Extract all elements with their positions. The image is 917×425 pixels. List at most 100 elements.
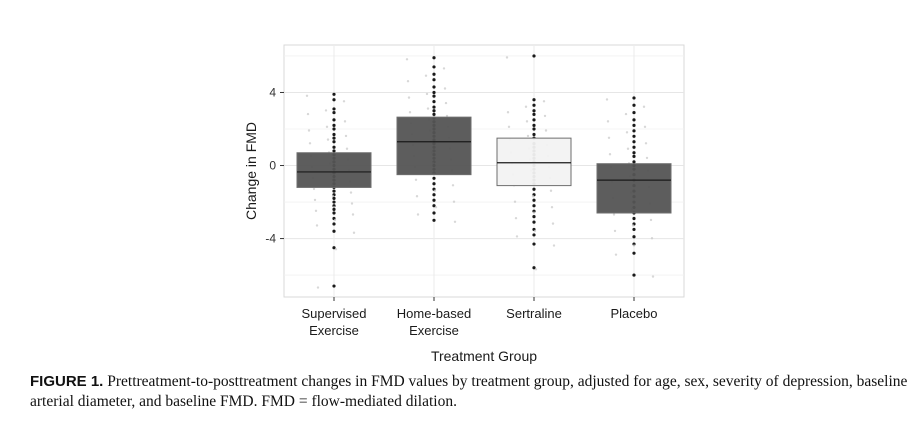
jitter-point [349, 191, 353, 194]
data-point [432, 78, 436, 82]
jitter-point [414, 178, 418, 182]
jitter-point [408, 111, 412, 114]
jitter-point [605, 98, 609, 101]
box-plot-chart: -4 0 4 Supervised Exercise Home-based Exercise… [243, 44, 685, 364]
jitter-point [513, 200, 517, 203]
data-point [632, 123, 636, 127]
data-point [432, 193, 436, 197]
data-point [332, 110, 336, 115]
jitter-point [533, 229, 537, 233]
y-tick-label: 0 [269, 159, 276, 173]
data-point [332, 229, 336, 233]
jitter-point [442, 67, 446, 70]
jitter-point [316, 286, 320, 289]
data-point [432, 218, 436, 222]
jitter-point [313, 198, 317, 202]
jitter-point [525, 120, 529, 123]
jitter-point [543, 114, 547, 118]
data-point [632, 129, 636, 133]
jitter-point [645, 156, 649, 160]
data-point [532, 98, 536, 102]
data-point [332, 284, 336, 288]
data-point [632, 154, 636, 158]
jitter-point [308, 142, 312, 145]
data-point [432, 56, 436, 60]
jitter-point [544, 129, 548, 132]
jitter-point [453, 220, 457, 224]
jitter-point [433, 189, 437, 192]
boxes [296, 116, 672, 214]
jitter-point [324, 109, 328, 112]
data-point [532, 215, 536, 219]
data-point [432, 94, 436, 98]
data-point [532, 54, 536, 58]
jitter-point [649, 218, 653, 222]
jitter-point [407, 96, 411, 99]
data-point [332, 118, 336, 122]
data-point [532, 242, 536, 246]
data-point [632, 273, 636, 277]
data-point [332, 211, 336, 215]
data-point [332, 222, 336, 226]
data-point [532, 220, 536, 224]
jitter-point [626, 147, 630, 150]
box [296, 152, 372, 188]
jitter-point [549, 189, 553, 192]
jitter-point [306, 112, 310, 116]
data-point [632, 216, 636, 221]
jitter-point [345, 147, 349, 150]
data-point [432, 112, 436, 116]
jitter-point [506, 111, 510, 114]
jitter-point [350, 202, 354, 205]
jitter-point [550, 205, 554, 209]
data-point [432, 105, 436, 109]
jitter-point [531, 195, 535, 198]
jitter-point [451, 184, 455, 187]
jitter-point [312, 187, 316, 191]
x-tick-label: Sertraline [506, 306, 562, 321]
x-tick-label: Home-based [397, 306, 471, 321]
jitter-point [632, 244, 636, 247]
data-point [432, 109, 436, 113]
data-point [432, 182, 436, 186]
data-point [332, 145, 336, 149]
jitter-point [333, 218, 337, 222]
data-point [532, 198, 536, 202]
data-point [432, 176, 436, 180]
jitter-point [415, 195, 419, 198]
data-point [632, 251, 636, 255]
data-point [532, 118, 536, 122]
jitter-point [443, 87, 447, 90]
data-point [632, 227, 636, 232]
jitter-point [342, 100, 346, 103]
jitter-point [631, 224, 635, 227]
jitter-point [352, 231, 356, 234]
y-tick-label: 4 [269, 85, 276, 99]
y-tick-label: -4 [265, 232, 276, 246]
x-tick-label: Placebo [611, 306, 658, 321]
data-point [332, 127, 336, 131]
jitter-point [515, 235, 519, 238]
data-point [332, 136, 336, 140]
data-point [632, 118, 636, 122]
jitter-point [405, 58, 409, 61]
data-point [632, 151, 636, 155]
axes: -4 0 4 Supervised Exercise Home-based Exercise… [265, 85, 657, 338]
data-point [332, 107, 336, 111]
jitter-point [331, 195, 335, 198]
data-point [432, 85, 436, 89]
data-point [332, 207, 336, 211]
jitter-point [625, 131, 629, 134]
box [396, 116, 472, 176]
data-point [432, 65, 436, 69]
data-point [632, 96, 636, 100]
data-point [632, 110, 636, 115]
jitter-point [425, 92, 429, 96]
data-point [532, 233, 536, 237]
x-tick-label: Supervised [301, 306, 366, 321]
jitter-point [505, 56, 509, 59]
jitter-point [642, 105, 646, 108]
jitter-point [524, 105, 528, 108]
jitter-point [514, 216, 518, 220]
